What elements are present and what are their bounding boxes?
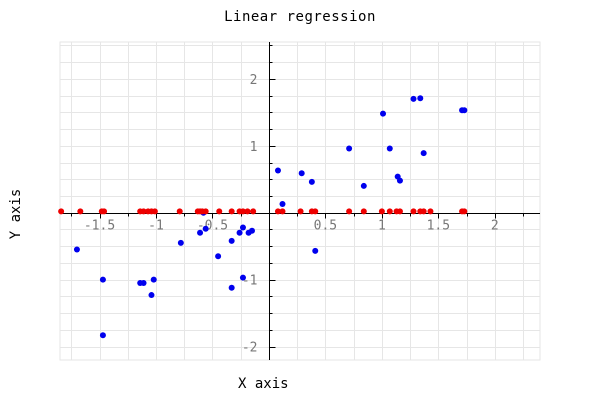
data-point-blue	[99, 332, 106, 339]
data-point-blue	[346, 145, 353, 152]
data-point-blue	[99, 276, 106, 283]
x-tick-label: 0.5	[314, 219, 337, 234]
data-point-blue	[228, 284, 235, 291]
data-point-red	[279, 208, 286, 215]
data-points	[58, 95, 468, 339]
data-point-red	[297, 208, 304, 215]
x-tick-label: -1	[148, 219, 164, 234]
data-point-blue	[202, 225, 209, 232]
data-point-red	[250, 208, 257, 215]
data-point-red	[140, 208, 147, 215]
data-point-blue	[410, 95, 417, 102]
data-point-red	[360, 208, 367, 215]
data-point-blue	[197, 229, 204, 236]
tick-labels: -1.5 -1 -0.5 0.5 1 1.5 221-1-2	[84, 73, 499, 356]
data-point-blue	[140, 280, 147, 287]
grid-frame	[59, 41, 541, 361]
data-point-red	[101, 208, 108, 215]
data-point-red	[151, 208, 158, 215]
data-point-blue	[274, 167, 281, 174]
data-point-blue	[417, 95, 424, 102]
data-point-red	[378, 208, 385, 215]
data-point-red	[461, 208, 468, 215]
data-point-blue	[420, 150, 427, 157]
chart-title: Linear regression	[224, 9, 376, 25]
data-point-red	[386, 208, 393, 215]
data-point-blue	[396, 177, 403, 184]
data-point-blue	[228, 237, 235, 244]
data-point-red	[239, 208, 246, 215]
data-point-red	[396, 208, 403, 215]
data-point-blue	[236, 229, 243, 236]
y-tick-label: 1	[250, 140, 258, 155]
data-point-blue	[239, 224, 246, 231]
data-point-red	[427, 208, 434, 215]
data-point-red	[202, 208, 209, 215]
data-point-red	[176, 208, 183, 215]
data-point-blue	[298, 170, 305, 177]
data-point-red	[420, 208, 427, 215]
x-tick-label: -1.5	[84, 219, 115, 234]
y-axis-label: Y axis	[8, 188, 24, 240]
data-point-blue	[239, 274, 246, 281]
x-tick-label: 1.5	[427, 219, 450, 234]
data-point-blue	[308, 178, 315, 185]
grid	[59, 41, 541, 361]
data-point-red	[410, 208, 417, 215]
data-point-blue	[279, 201, 286, 208]
data-point-blue	[312, 247, 319, 254]
data-point-blue	[360, 182, 367, 189]
data-point-blue	[249, 227, 255, 234]
data-point-red	[244, 208, 251, 215]
data-point-blue	[386, 145, 393, 152]
data-point-red	[312, 208, 319, 215]
x-tick-label: 1	[378, 219, 386, 234]
data-point-red	[77, 208, 84, 215]
data-point-blue	[380, 110, 387, 117]
data-point-red	[216, 208, 223, 215]
data-point-blue	[215, 253, 222, 260]
data-point-blue	[177, 239, 184, 246]
data-point-blue	[73, 246, 80, 253]
y-tick-label: -2	[242, 341, 258, 356]
data-point-red	[58, 208, 65, 215]
data-point-blue	[148, 292, 155, 299]
data-point-red	[346, 208, 353, 215]
data-point-blue	[461, 107, 468, 114]
x-tick-label: 2	[491, 219, 499, 234]
data-point-red	[274, 208, 281, 215]
x-axis-label: X axis	[238, 376, 289, 392]
y-tick-label: 2	[250, 73, 258, 88]
data-point-blue	[150, 276, 157, 283]
data-point-red	[228, 208, 235, 215]
